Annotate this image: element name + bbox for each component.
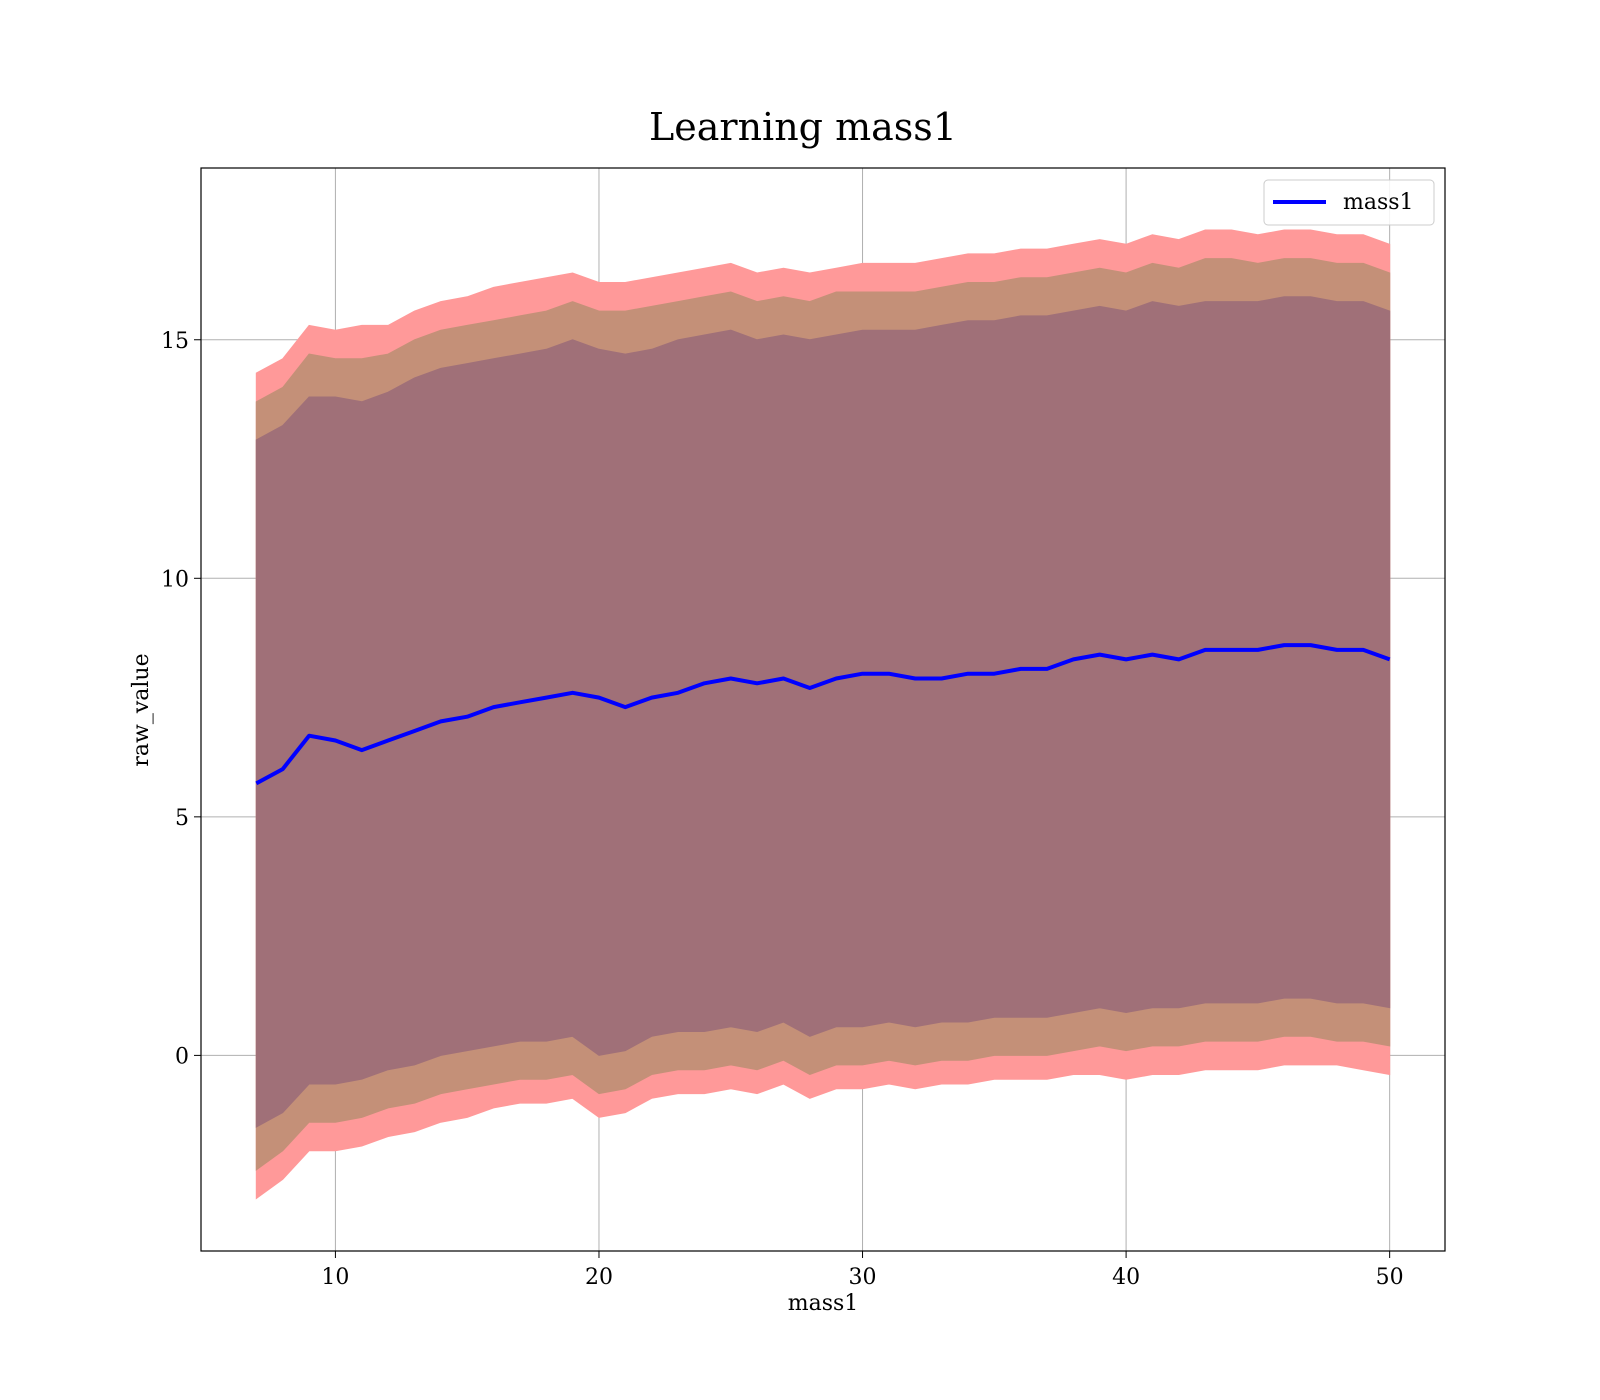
x-tick-label: 10 — [321, 1265, 349, 1290]
plot-frame — [200, 167, 1446, 1252]
y-tick-label: 0 — [175, 1044, 189, 1069]
series-lines — [255, 643, 1391, 786]
legend: mass1 — [1263, 179, 1435, 226]
x-tick-label: 30 — [849, 1265, 877, 1290]
series-line-mass1 — [255, 643, 1391, 786]
chart-title: Learning mass1 — [649, 105, 957, 149]
y-tick-label: 15 — [161, 329, 189, 354]
x-tick-label: 50 — [1376, 1265, 1404, 1290]
x-axis-label: mass1 — [788, 1291, 859, 1316]
confidence-band-3 — [255, 296, 1391, 1128]
y-axis-label: raw_value — [129, 653, 154, 766]
y-tick-label: 10 — [161, 567, 189, 592]
legend-box — [1263, 179, 1435, 226]
y-tick-label: 5 — [175, 806, 189, 831]
x-tick-label: 40 — [1112, 1265, 1140, 1290]
legend-label-mass1: mass1 — [1343, 190, 1414, 215]
confidence-bands — [255, 229, 1391, 1200]
axis-ticks: 10 20 30 40 50 0 5 10 15 — [161, 329, 1404, 1290]
x-tick-label: 20 — [585, 1265, 613, 1290]
